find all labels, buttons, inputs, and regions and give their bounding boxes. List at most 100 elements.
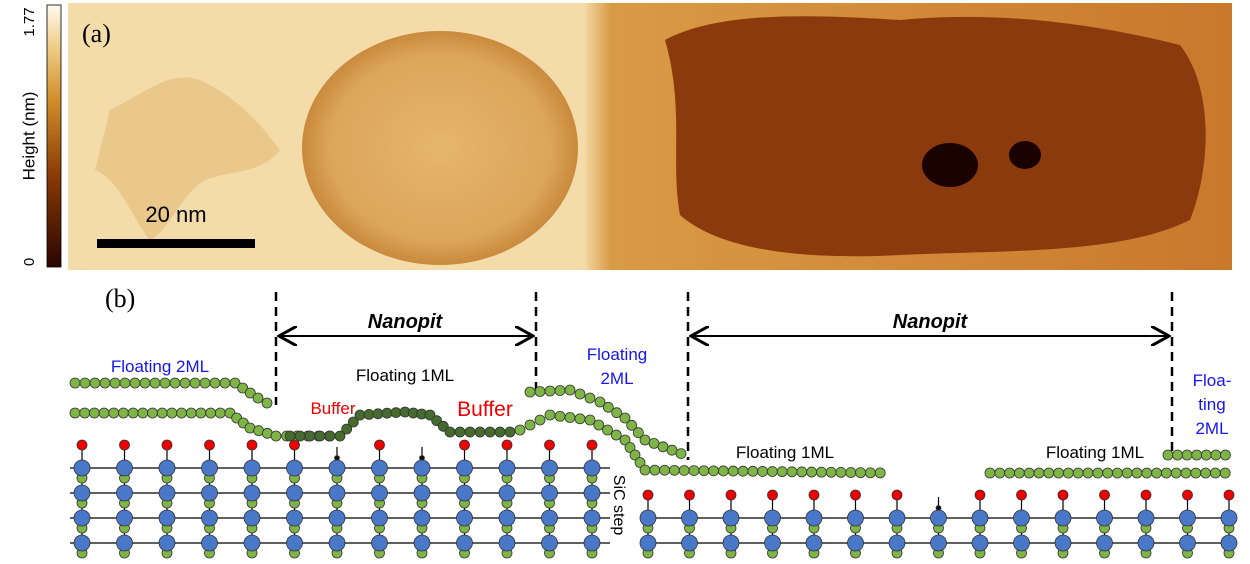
atom-shape: [768, 490, 778, 500]
atom-shape: [315, 431, 325, 441]
atom-shape: [565, 385, 575, 395]
atom-shape: [414, 535, 430, 551]
atom-shape: [816, 467, 826, 477]
buffer-label: Buffer: [310, 399, 355, 418]
atom-shape: [177, 408, 187, 418]
atom-shape: [1221, 510, 1237, 526]
atom-shape: [1097, 510, 1113, 526]
atom-shape: [1024, 468, 1034, 478]
atom-shape: [205, 440, 215, 450]
atom-shape: [485, 427, 495, 437]
atom-shape: [1180, 510, 1196, 526]
atom-shape: [975, 490, 985, 500]
colorbar: [47, 5, 61, 267]
atom-shape: [99, 408, 109, 418]
atom-shape: [1161, 468, 1171, 478]
atom-shape: [787, 467, 797, 477]
atom-shape: [499, 535, 515, 551]
atom-shape: [372, 510, 388, 526]
atom-shape: [765, 510, 781, 526]
atom-shape: [372, 535, 388, 551]
atom-shape: [836, 467, 846, 477]
atom-shape: [767, 467, 777, 477]
atom-shape: [457, 510, 473, 526]
layer-label: Floating 1ML: [736, 443, 834, 462]
atom-shape: [1163, 450, 1173, 460]
atom-shape: [80, 408, 90, 418]
atom-shape: [892, 490, 902, 500]
atom-shape: [290, 440, 300, 450]
atom-shape: [603, 425, 613, 435]
atom-shape: [244, 460, 260, 476]
atom-shape: [806, 535, 822, 551]
atom-shape: [287, 510, 303, 526]
atom-shape: [220, 378, 230, 388]
atom-shape: [972, 510, 988, 526]
atom-shape: [1100, 490, 1110, 500]
atom-shape: [1192, 450, 1202, 460]
atom-shape: [287, 485, 303, 501]
atom-shape: [1183, 490, 1193, 500]
atom-shape: [640, 465, 650, 475]
atom-shape: [1005, 468, 1015, 478]
atom-shape: [995, 468, 1005, 478]
atom-shape: [329, 460, 345, 476]
atomic-schematic: [70, 378, 1237, 558]
atom-shape: [70, 408, 80, 418]
atom-shape: [575, 414, 585, 424]
scale-bar: [97, 239, 255, 248]
atom-shape: [455, 427, 465, 437]
atom-shape: [555, 386, 565, 396]
atom-shape: [1220, 468, 1230, 478]
atom-shape: [329, 535, 345, 551]
atom-shape: [972, 535, 988, 551]
atom-shape: [535, 415, 545, 425]
atom-shape: [535, 387, 545, 397]
nanopit-label: Nanopit: [368, 311, 444, 333]
atom-shape: [74, 485, 90, 501]
atom-shape: [1180, 535, 1196, 551]
atom-shape: [889, 510, 905, 526]
atom-shape: [1063, 468, 1073, 478]
atom-shape: [875, 468, 885, 478]
atom-shape: [373, 409, 383, 419]
atom-shape: [414, 510, 430, 526]
atom-shape: [414, 460, 430, 476]
atom-shape: [285, 431, 295, 441]
atom-shape: [215, 408, 225, 418]
scale-bar-label: 20 nm: [145, 202, 206, 227]
atom-shape: [658, 442, 668, 452]
atom-shape: [542, 510, 558, 526]
layer-label: Floating: [587, 345, 647, 364]
atom-shape: [118, 408, 128, 418]
atom-shape: [1017, 490, 1027, 500]
atom-shape: [1132, 468, 1142, 478]
atom-shape: [889, 535, 905, 551]
atom-shape: [117, 535, 133, 551]
atom-shape: [1093, 468, 1103, 478]
atom-shape: [1055, 535, 1071, 551]
atom-shape: [575, 389, 585, 399]
atom-shape: [679, 465, 689, 475]
atom-shape: [1181, 468, 1191, 478]
atom-shape: [457, 460, 473, 476]
atom-shape: [247, 440, 257, 450]
layer-label: Floating 1ML: [1046, 443, 1144, 462]
atom-shape: [555, 411, 565, 421]
layer-label: Floating 1ML: [356, 366, 454, 385]
atom-shape: [826, 467, 836, 477]
atom-shape: [1142, 468, 1152, 478]
buffer-label: Buffer: [457, 398, 513, 421]
atom-shape: [1224, 490, 1234, 500]
colorbar-max: 1.77: [21, 7, 38, 36]
atom-shape: [542, 535, 558, 551]
atom-shape: [1220, 450, 1230, 460]
atom-shape: [806, 510, 822, 526]
atom-shape: [445, 427, 455, 437]
atom-shape: [545, 386, 555, 396]
atom-shape: [1152, 468, 1162, 478]
atom-shape: [660, 465, 670, 475]
atom-shape: [457, 485, 473, 501]
atom-shape: [1201, 450, 1211, 460]
figure: 1.77 Height (nm) 0 (a) 20 nm (b) Nanopit…: [0, 0, 1250, 559]
